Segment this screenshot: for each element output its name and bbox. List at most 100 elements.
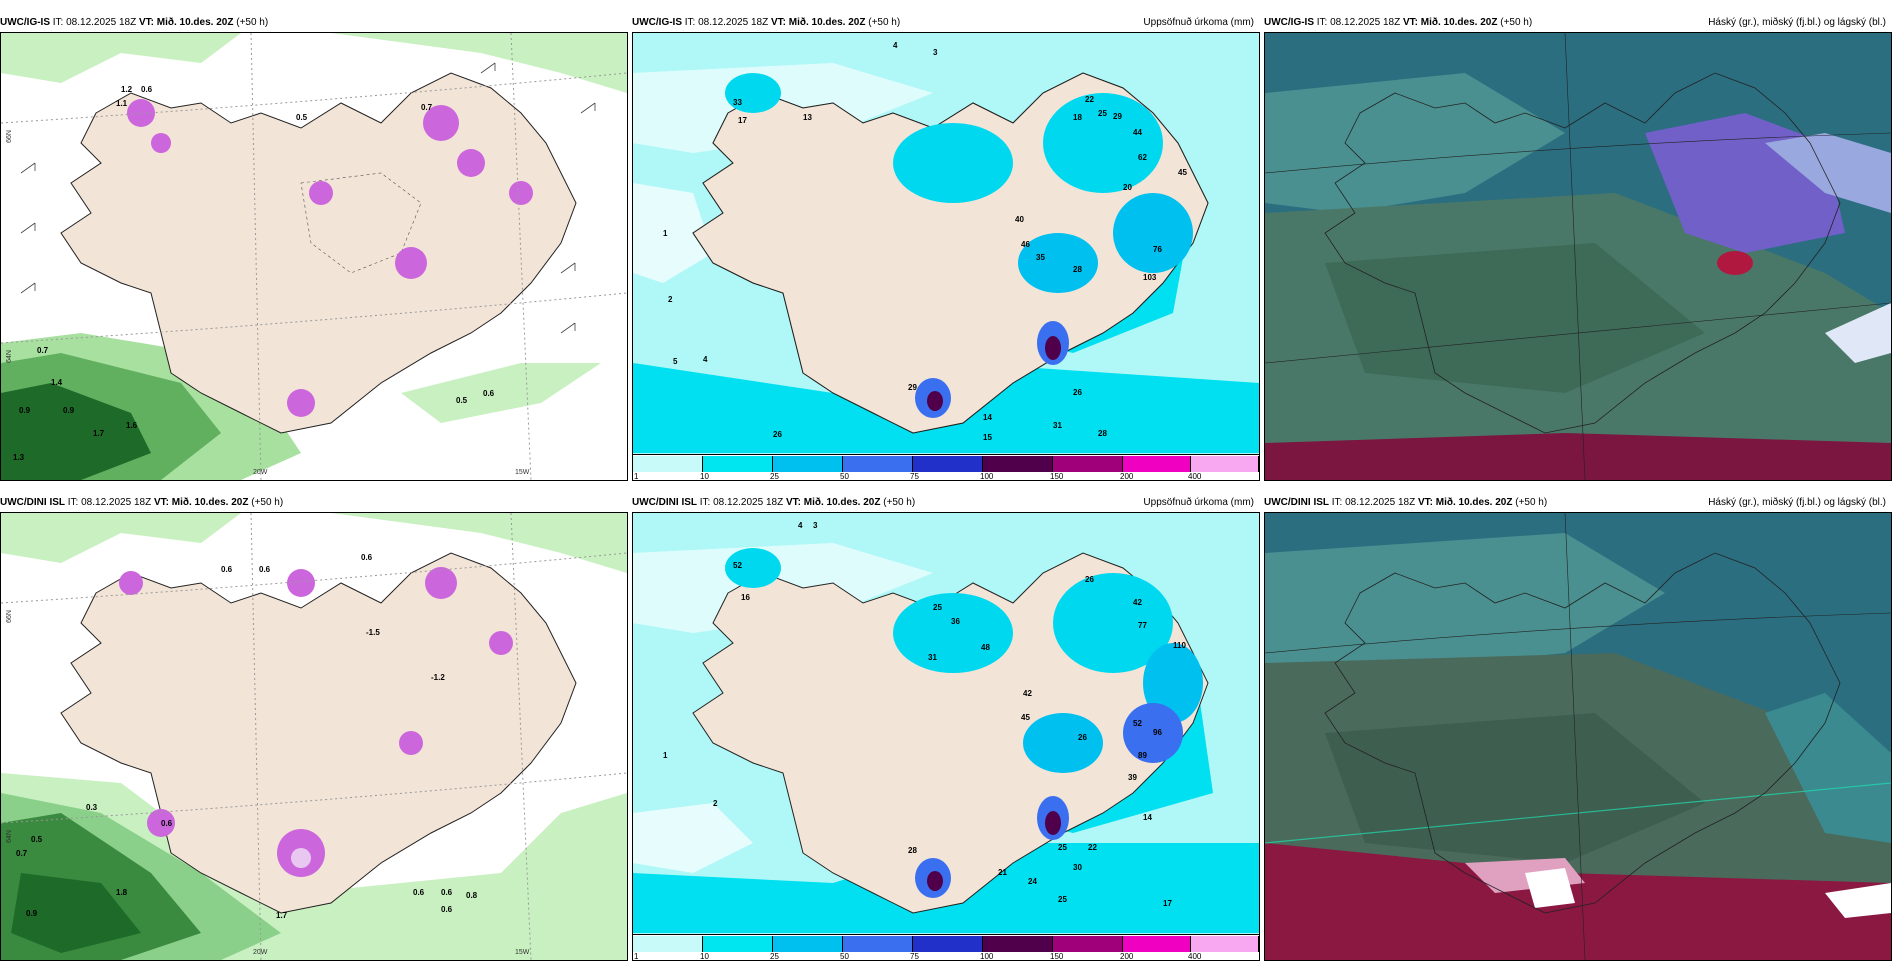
wind-map[interactable]: 66N 64N 20W 15W 0.7 1.2 0.6 1.1 0.5 0.7 … (0, 32, 628, 481)
lat-64-label: 64N (5, 350, 13, 363)
value-label: 15 (983, 433, 992, 442)
precip-map-svg (633, 33, 1259, 480)
model-name: UWC/IG-IS (632, 17, 682, 28)
it-label: IT: (1331, 497, 1343, 508)
vt-value: Mið. 10.des. 20Z (788, 17, 866, 28)
value-label: 42 (1133, 598, 1142, 607)
colorbar-label: 150 (1050, 952, 1064, 961)
panel-bottom-left: UWC/DINI ISL IT: 08.12.2025 18Z VT: Mið.… (0, 494, 628, 961)
precip-title: Uppsöfnuð úrkoma (mm) (1143, 17, 1254, 28)
value-label: 0.6 (161, 819, 173, 828)
value-label: 35 (1036, 253, 1045, 262)
it-value: 08.12.2025 18Z (81, 497, 152, 508)
colorbar-label: 200 (1120, 472, 1134, 481)
value-label: 25 (1058, 843, 1067, 852)
value-label: 0.9 (63, 406, 75, 415)
value-label: 0.6 (441, 888, 453, 897)
value-label: 2 (668, 295, 673, 304)
value-label: 28 (1098, 429, 1107, 438)
colorbar-label: 1 (634, 952, 639, 961)
vt-label: VT: (1417, 497, 1433, 508)
colorbar-swatch (983, 936, 1053, 952)
vt-label: VT: (785, 497, 801, 508)
value-label: 62 (1138, 153, 1147, 162)
colorbar-swatch (633, 456, 703, 472)
value-label: 1.3 (13, 453, 25, 462)
colorbar-swatch (1191, 456, 1259, 472)
value-label: 14 (983, 413, 992, 422)
value-label: 18 (1073, 113, 1082, 122)
value-label: 22 (1085, 95, 1094, 104)
vt-value: Mið. 10.des. 20Z (1420, 17, 1498, 28)
value-label: 25 (1058, 895, 1067, 904)
model-name: UWC/IG-IS (0, 17, 50, 28)
colorbar-label: 25 (770, 952, 779, 961)
panel-bottom-middle: UWC/DINI ISL IT: 08.12.2025 18Z VT: Mið.… (632, 494, 1260, 961)
precip-colorbar: 1 10 25 50 75 100 150 200 400 (633, 934, 1259, 960)
value-label: 45 (1021, 713, 1030, 722)
cloud-map[interactable] (1264, 32, 1892, 481)
colorbar-swatch (843, 456, 913, 472)
value-label: 31 (928, 653, 937, 662)
wind-map-svg (1, 33, 627, 480)
colorbar-swatch (633, 936, 703, 952)
value-label: 0.6 (221, 565, 233, 574)
it-value: 08.12.2025 18Z (1345, 497, 1416, 508)
value-label: 1 (663, 751, 668, 760)
precip-map[interactable]: 52 16 3 4 26 42 77 110 25 36 48 31 42 45… (632, 512, 1260, 961)
value-label: 26 (1073, 388, 1082, 397)
value-label: 29 (1113, 112, 1122, 121)
precip-map[interactable]: 33 17 13 4 3 22 25 29 18 44 62 45 20 40 … (632, 32, 1260, 481)
model-name: UWC/IG-IS (1264, 17, 1314, 28)
value-label: 0.9 (26, 909, 38, 918)
value-label: 13 (803, 113, 812, 122)
value-label: 24 (1028, 877, 1037, 886)
lat-66-label: 66N (5, 610, 13, 623)
value-label: 17 (738, 116, 747, 125)
vt-value: Mið. 10.des. 20Z (1435, 497, 1513, 508)
value-label: 29 (908, 383, 917, 392)
value-label: 1.1 (116, 99, 128, 108)
value-label: 1.7 (93, 429, 105, 438)
colorbar-label: 400 (1188, 472, 1202, 481)
colorbar-label: 75 (910, 472, 919, 481)
colorbar-label: 200 (1120, 952, 1134, 961)
colorbar-label: 400 (1188, 952, 1202, 961)
lead-time: (+50 h) (251, 497, 284, 508)
colorbar-swatch (703, 936, 773, 952)
value-label: 4 (798, 521, 803, 530)
cloud-map-svg (1265, 513, 1891, 960)
value-label: 17 (1163, 899, 1172, 908)
colorbar-swatch (1123, 936, 1191, 952)
lon-15-label: 15W (515, 949, 530, 956)
value-label: 33 (733, 98, 742, 107)
vt-value: Mið. 10.des. 20Z (156, 17, 234, 28)
vt-value: Mið. 10.des. 20Z (803, 497, 881, 508)
it-value: 08.12.2025 18Z (698, 17, 769, 28)
model-name: UWC/DINI ISL (632, 497, 697, 508)
value-label: 4 (703, 355, 708, 364)
colorbar-swatch (1053, 456, 1123, 472)
value-label: 31 (1053, 421, 1062, 430)
panel-header: UWC/DINI ISL IT: 08.12.2025 18Z VT: Mið.… (1264, 494, 1892, 512)
it-value: 08.12.2025 18Z (713, 497, 784, 508)
wind-map[interactable]: 66N 64N 20W 15W 0.6 0.6 0.6 -1.5 -1.2 0.… (0, 512, 628, 961)
value-label: 22 (1088, 843, 1097, 852)
vt-label: VT: (138, 17, 154, 28)
wind-map-svg (1, 513, 627, 960)
value-label: 1.2 (121, 85, 133, 94)
lon-15-label: 15W (515, 469, 530, 476)
value-label: 110 (1173, 641, 1186, 650)
cloud-map[interactable] (1264, 512, 1892, 961)
it-value: 08.12.2025 18Z (1330, 17, 1401, 28)
precip-colorbar: 1 10 25 50 75 100 150 200 400 (633, 454, 1259, 480)
vt-value: Mið. 10.des. 20Z (171, 497, 249, 508)
value-label: 77 (1138, 621, 1147, 630)
value-label: 0.3 (86, 803, 98, 812)
value-label: 0.7 (37, 346, 49, 355)
value-label: 44 (1133, 128, 1142, 137)
value-label: 3 (933, 48, 938, 57)
panel-header: UWC/IG-IS IT: 08.12.2025 18Z VT: Mið. 10… (632, 14, 1260, 32)
value-label: 16 (741, 593, 750, 602)
value-label: 0.6 (413, 888, 425, 897)
